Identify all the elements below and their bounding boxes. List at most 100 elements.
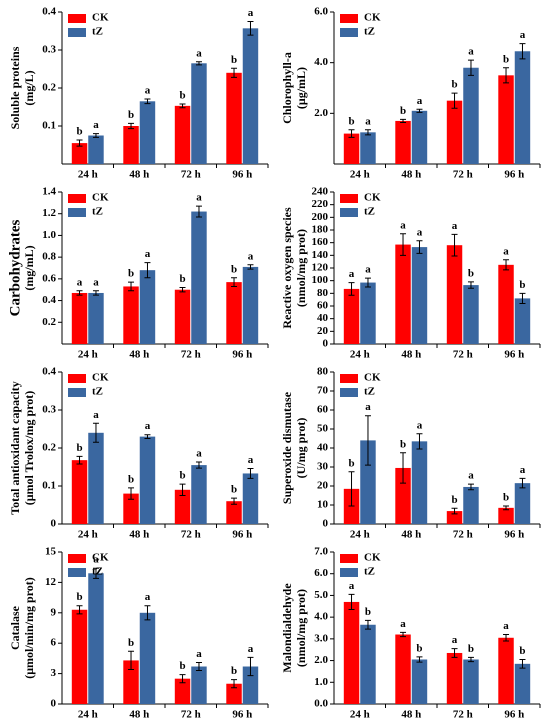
bar: [191, 63, 207, 164]
significance-letter: b: [468, 643, 474, 655]
legend-label: tZ: [364, 386, 375, 398]
significance-letter: a: [468, 46, 474, 58]
error-bar: [128, 487, 135, 500]
bar: [88, 432, 104, 524]
error-bar: [76, 139, 83, 147]
significance-letter: b: [519, 645, 525, 657]
bar: [360, 132, 376, 164]
y-tick-label: 40: [317, 312, 329, 324]
bar: [343, 133, 360, 164]
x-tick-label: 96 h: [232, 529, 252, 541]
error-bar: [416, 656, 423, 663]
bar: [498, 507, 514, 524]
significance-letter: b: [519, 279, 525, 291]
bar: [88, 573, 104, 704]
y-tick-label: 2.0: [314, 654, 328, 666]
legend-swatch: [68, 14, 86, 23]
y-axis-label: Malondialdehyde: [280, 583, 294, 673]
error-bar: [92, 290, 99, 296]
significance-letter: b: [503, 491, 509, 503]
bar: [88, 292, 104, 344]
error-bar: [195, 205, 202, 218]
bar: [463, 659, 479, 704]
legend-label: CK: [92, 552, 109, 564]
significance-letter: a: [196, 648, 202, 660]
y-tick-label: 50: [317, 423, 329, 435]
y-tick-label: 1.4: [42, 186, 56, 198]
significance-letter: a: [503, 245, 509, 257]
error-bar: [467, 281, 474, 289]
y-axis-label: (U/mg prot): [294, 418, 308, 479]
bar: [123, 493, 139, 524]
legend-label: CK: [92, 372, 109, 384]
x-tick-label: 24 h: [350, 709, 370, 721]
significance-letter: b: [128, 473, 134, 485]
significance-letter: b: [128, 637, 134, 649]
y-tick-label: 30: [317, 461, 329, 473]
legend-label: tZ: [364, 566, 375, 578]
significance-letter: a: [93, 276, 99, 288]
legend-swatch: [68, 568, 86, 577]
legend-label: tZ: [92, 386, 103, 398]
error-bar: [195, 461, 202, 469]
error-bar: [503, 259, 510, 271]
error-bar: [503, 634, 510, 642]
y-tick-label: 0.6: [42, 272, 56, 284]
legend-swatch: [340, 554, 358, 563]
error-bar: [92, 422, 99, 443]
bar: [139, 270, 156, 344]
error-bar: [247, 468, 254, 479]
bar: [343, 288, 360, 344]
significance-letter: b: [400, 105, 406, 117]
y-axis-label: Reactive oxygen species: [280, 207, 294, 329]
y-axis-label: Chlorophyll-a: [280, 52, 294, 124]
bar: [446, 100, 463, 164]
significance-letter: b: [231, 484, 237, 496]
bar: [514, 51, 531, 165]
error-bar: [195, 61, 202, 66]
y-tick-label: 0: [51, 698, 57, 710]
error-bar: [128, 281, 135, 292]
error-bar: [400, 452, 407, 484]
x-tick-label: 96 h: [504, 529, 524, 541]
y-tick-label: 1.2: [42, 207, 56, 219]
y-tick-label: 70: [317, 385, 329, 397]
y-axis-label: Soluble proteins: [8, 46, 22, 129]
bar: [123, 660, 139, 704]
error-bar: [467, 59, 474, 76]
bar: [174, 678, 191, 704]
x-tick-label: 48 h: [129, 169, 149, 181]
x-tick-label: 96 h: [232, 349, 252, 361]
bar: [411, 110, 428, 164]
y-tick-label: 4.0: [314, 56, 328, 68]
bar: [411, 247, 428, 344]
bar: [123, 286, 139, 344]
error-bar: [231, 67, 238, 78]
error-bar: [451, 92, 458, 109]
x-tick-label: 48 h: [401, 529, 421, 541]
y-axis-label: (mg/L): [22, 70, 36, 105]
significance-letter: a: [248, 250, 254, 262]
bar: [226, 282, 242, 344]
significance-letter: a: [196, 47, 202, 59]
significance-letter: a: [400, 618, 406, 630]
bar: [395, 634, 411, 704]
error-bar: [467, 483, 474, 491]
y-tick-label: 5.0: [314, 589, 328, 601]
significance-letter: a: [196, 448, 202, 460]
legend-label: CK: [364, 192, 381, 204]
bar: [226, 72, 242, 164]
y-tick-label: 60: [317, 300, 329, 312]
significance-letter: a: [349, 268, 355, 280]
error-bar: [92, 133, 99, 138]
bar: [71, 609, 88, 704]
error-bar: [348, 471, 355, 507]
bar: [463, 67, 479, 164]
significance-letter: a: [365, 115, 371, 127]
bar: [395, 467, 411, 524]
legend-label: CK: [92, 192, 109, 204]
y-tick-label: 0.1: [42, 120, 56, 132]
significance-letter: b: [451, 79, 457, 91]
error-bar: [364, 277, 371, 288]
